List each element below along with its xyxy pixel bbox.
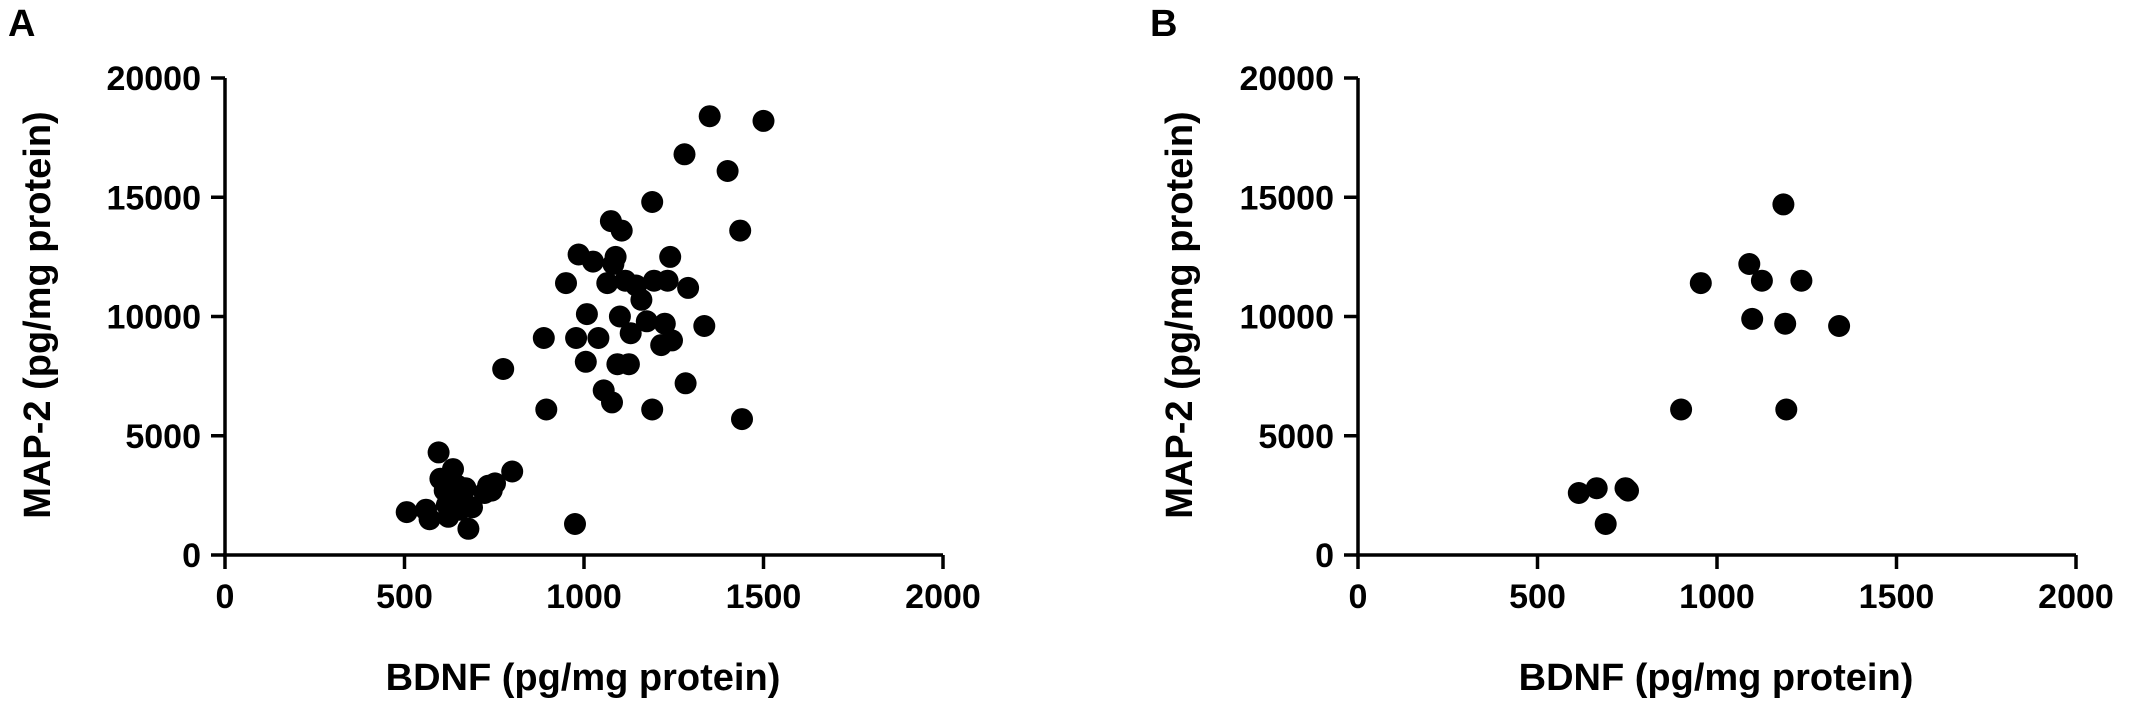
data-point — [619, 322, 642, 345]
scatter-points — [395, 105, 775, 540]
data-point — [641, 398, 664, 421]
data-point — [673, 143, 696, 166]
data-point — [653, 312, 676, 335]
data-point — [1828, 315, 1851, 337]
data-point — [677, 276, 700, 299]
x-tick-label: 1000 — [546, 578, 622, 616]
data-point — [555, 272, 577, 295]
data-point — [461, 496, 483, 519]
panel-a: A 0 500 1000 1500 2000 05000100001500020000 … — [8, 3, 981, 699]
x-tick-label: 0 — [1349, 578, 1368, 616]
y-tick-label: 5000 — [125, 418, 201, 456]
y-tick-label: 0 — [1315, 537, 1334, 575]
y-tick-label: 15000 — [1239, 179, 1334, 217]
x-tick-label: 2000 — [2038, 578, 2114, 616]
data-point — [1585, 477, 1608, 500]
data-point — [1775, 398, 1798, 421]
data-point — [574, 350, 597, 373]
data-point — [492, 358, 515, 380]
data-point — [1617, 479, 1639, 502]
data-point — [752, 109, 775, 132]
data-point — [617, 353, 640, 376]
data-point — [1772, 193, 1795, 216]
panel-letter: A — [8, 3, 35, 45]
y-axis-label: MAP-2 (pg/mg protein) — [1159, 111, 1201, 518]
y-tick-label: 0 — [182, 537, 201, 575]
data-point — [484, 472, 506, 495]
data-point — [1750, 269, 1773, 292]
data-point — [575, 303, 598, 326]
data-point — [1738, 253, 1761, 275]
x-axis-label: BDNF (pg/mg protein) — [386, 657, 781, 699]
data-point — [442, 458, 464, 481]
data-point — [656, 269, 679, 292]
data-point — [532, 327, 555, 349]
data-point — [661, 329, 683, 352]
x-tick-label: 500 — [376, 578, 433, 616]
data-point — [501, 460, 524, 483]
x-tick-label: 1500 — [1859, 578, 1935, 616]
data-point — [565, 327, 588, 349]
y-tick-label: 20000 — [106, 60, 201, 98]
panel-b: B 0 500 1000 1500 2000 05000100001500020000 … — [1150, 3, 2114, 699]
y-tick-label: 5000 — [1258, 418, 1334, 456]
data-point — [535, 398, 558, 421]
x-tick-label: 2000 — [905, 578, 981, 616]
data-point — [1594, 513, 1617, 535]
data-point — [608, 305, 631, 328]
data-point — [1741, 307, 1764, 330]
data-point — [635, 310, 658, 333]
data-point — [1689, 272, 1712, 295]
data-point — [716, 160, 739, 182]
data-point — [731, 408, 753, 431]
data-point — [587, 327, 610, 349]
data-point — [641, 191, 664, 213]
scatter-points — [1567, 193, 1851, 535]
data-point — [693, 315, 716, 337]
data-point — [454, 477, 477, 500]
data-point — [698, 105, 721, 128]
y-tick-label: 10000 — [106, 299, 201, 337]
data-point — [1790, 269, 1813, 292]
y-ticks: 0 5000 10000 15000 20000 — [106, 60, 225, 575]
y-axis-label: MAP-2 (pg/mg protein) — [17, 111, 59, 518]
y-ticks: 0 5000 10000 15000 20000 — [1239, 60, 1358, 575]
data-point — [457, 517, 480, 540]
x-axis-label: BDNF (pg/mg protein) — [1519, 657, 1914, 699]
y-tick-label: 20000 — [1239, 60, 1334, 98]
x-ticks: 0 500 1000 1500 2000 — [1349, 555, 2114, 616]
data-point — [604, 245, 627, 268]
data-point — [1567, 482, 1590, 504]
y-tick-label: 10000 — [1239, 299, 1334, 337]
x-tick-label: 0 — [216, 578, 235, 616]
data-point — [1774, 312, 1797, 335]
data-point — [395, 501, 418, 524]
data-point — [1670, 398, 1693, 421]
data-point — [601, 391, 623, 414]
data-point — [674, 372, 697, 395]
x-ticks: 0 500 1000 1500 2000 — [216, 555, 981, 616]
x-tick-label: 500 — [1509, 578, 1566, 616]
data-point — [427, 441, 450, 464]
x-tick-label: 1500 — [726, 578, 802, 616]
data-point — [582, 250, 604, 273]
data-point — [596, 272, 619, 295]
x-tick-label: 1000 — [1679, 578, 1755, 616]
data-point — [610, 219, 633, 242]
data-point — [418, 508, 441, 531]
data-point — [564, 513, 586, 535]
data-point — [729, 219, 752, 242]
y-tick-label: 15000 — [106, 179, 201, 217]
data-point — [630, 288, 653, 311]
data-point — [659, 245, 682, 268]
plot-area: 0 500 1000 1500 2000 0 5000 10000 15000 20000 — [1239, 60, 2113, 616]
plot-area: 0 500 1000 1500 2000 0 5000 10000 15000 20000 — [106, 60, 980, 616]
panel-letter: B — [1150, 3, 1177, 45]
